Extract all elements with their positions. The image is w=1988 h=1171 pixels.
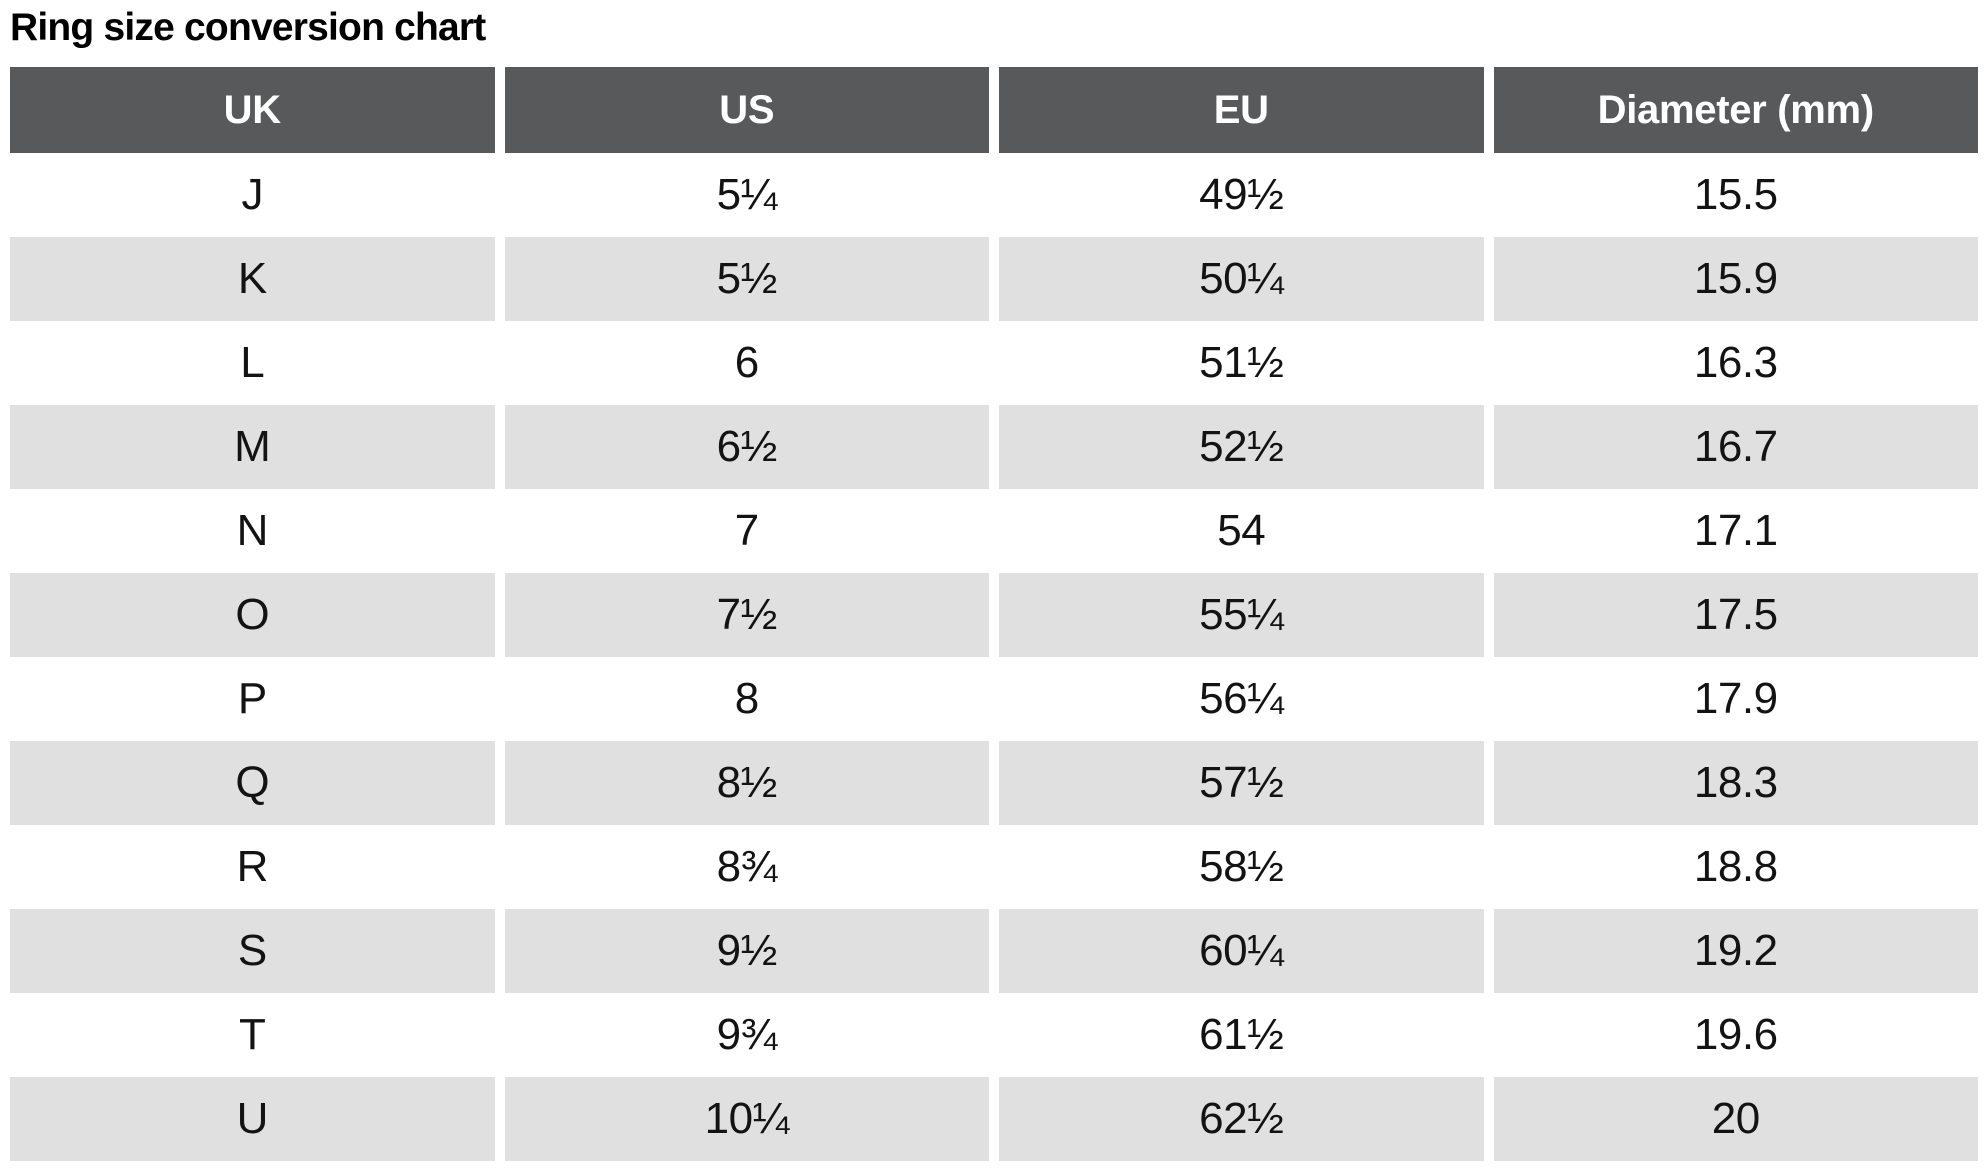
cell-uk: S [10,909,495,993]
cell-us: 9¾ [716,1010,778,1059]
cell-us: 5¼ [716,170,778,219]
column-header-diameter: Diameter (mm) [1493,67,1978,153]
page-title: Ring size conversion chart [10,6,486,49]
table-row: S 9½ 60¼ 19.2 [10,909,1978,993]
cell-uk: U [10,1077,495,1161]
cell-us: 10¼ [504,1077,989,1161]
cell-us: 6 [734,338,759,387]
table-row: P 8 56¼ 17.9 [10,657,1978,741]
cell-uk: T [239,1010,266,1059]
cell-us: 8 [734,674,759,723]
cell-diameter: 16.3 [1693,338,1778,387]
cell-us: 6½ [504,405,989,489]
cell-eu: 51½ [1199,338,1284,387]
cell-diameter: 16.7 [1493,405,1978,489]
cell-diameter: 17.5 [1493,573,1978,657]
cell-diameter: 19.2 [1493,909,1978,993]
table-row: Q 8½ 57½ 18.3 [10,741,1978,825]
column-header-us: US [504,67,989,153]
cell-diameter: 20 [1493,1077,1978,1161]
cell-us: 7 [734,506,759,555]
table-row: L 6 51½ 16.3 [10,321,1978,405]
cell-uk: P [237,674,267,723]
column-header-uk: UK [10,67,495,153]
table-row: J 5¼ 49½ 15.5 [10,153,1978,237]
cell-eu: 61½ [1199,1010,1284,1059]
cell-diameter: 17.1 [1693,506,1778,555]
table-row: R 8¾ 58½ 18.8 [10,825,1978,909]
cell-uk: M [10,405,495,489]
cell-us: 8½ [504,741,989,825]
table-row: M 6½ 52½ 16.7 [10,405,1978,489]
table-header-row: UK US EU Diameter (mm) [10,67,1978,153]
cell-eu: 52½ [999,405,1484,489]
cell-diameter: 17.9 [1693,674,1778,723]
cell-us: 8¾ [716,842,778,891]
cell-eu: 50¼ [999,237,1484,321]
cell-eu: 56¼ [1199,674,1284,723]
table-row: T 9¾ 61½ 19.6 [10,993,1978,1077]
cell-uk: Q [10,741,495,825]
cell-uk: L [240,338,265,387]
table-row: O 7½ 55¼ 17.5 [10,573,1978,657]
table-row: K 5½ 50¼ 15.9 [10,237,1978,321]
cell-diameter: 19.6 [1693,1010,1778,1059]
table-row: N 7 54 17.1 [10,489,1978,573]
cell-eu: 55¼ [999,573,1484,657]
table-row: U 10¼ 62½ 20 [10,1077,1978,1161]
cell-eu: 62½ [999,1077,1484,1161]
cell-diameter: 18.3 [1493,741,1978,825]
cell-uk: O [10,573,495,657]
cell-eu: 60¼ [999,909,1484,993]
cell-uk: R [236,842,269,891]
cell-diameter: 18.8 [1693,842,1778,891]
cell-eu: 58½ [1199,842,1284,891]
ring-size-conversion-table: UK US EU Diameter (mm) J 5¼ 49½ 15.5 K 5… [0,67,1988,1161]
cell-uk: N [236,506,269,555]
cell-us: 9½ [504,909,989,993]
cell-diameter: 15.5 [1693,170,1778,219]
column-header-eu: EU [999,67,1484,153]
cell-eu: 54 [1217,506,1266,555]
cell-eu: 57½ [999,741,1484,825]
cell-uk: J [241,170,264,219]
cell-us: 7½ [504,573,989,657]
cell-diameter: 15.9 [1493,237,1978,321]
cell-uk: K [10,237,495,321]
cell-eu: 49½ [1199,170,1284,219]
cell-us: 5½ [504,237,989,321]
